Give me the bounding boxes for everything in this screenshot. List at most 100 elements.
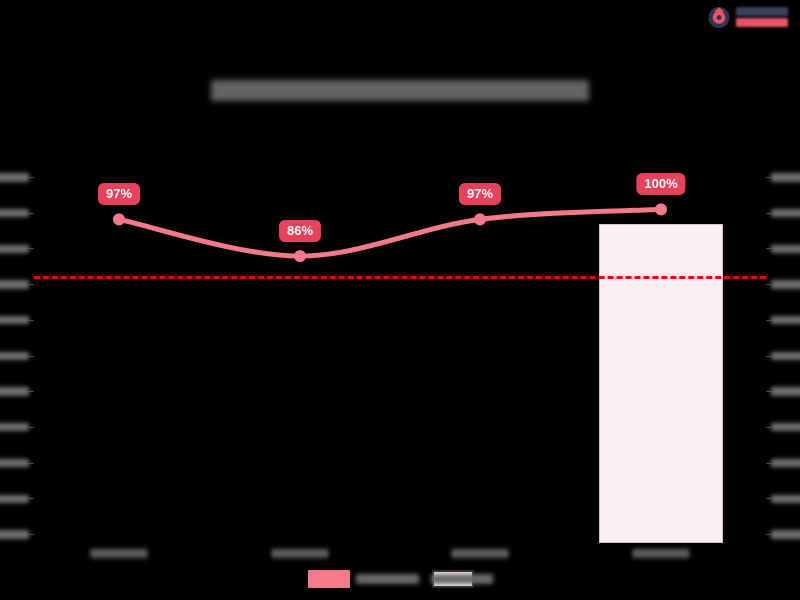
y-axis-right-tick-text: REDACTED bbox=[771, 422, 800, 432]
y-axis-right-tick-label: REDACTED bbox=[771, 207, 800, 220]
y-axis-left: REDACTED REDACTED REDACTED REDACTED REDACTED… bbox=[0, 173, 34, 543]
data-label: 97% bbox=[458, 183, 502, 206]
y-axis-right-tickmark bbox=[766, 319, 771, 321]
y-axis-right-tick-label: REDACTED bbox=[771, 314, 800, 327]
y-axis-left-tickmark bbox=[29, 391, 34, 393]
y-axis-left-tick-text: REDACTED bbox=[0, 208, 29, 218]
line-series-layer bbox=[113, 203, 667, 263]
y-axis-right-tick-label: REDACTED bbox=[771, 171, 800, 184]
y-axis-left-tickmark bbox=[29, 534, 34, 535]
y-axis-left-tick-text: REDACTED bbox=[0, 422, 29, 432]
y-axis-left-tickmark bbox=[29, 177, 34, 178]
y-axis-right-tick-text: REDACTED bbox=[771, 208, 800, 218]
data-label: 100% bbox=[636, 173, 686, 196]
y-axis-right-tick-label: REDACTED bbox=[771, 278, 800, 291]
y-axis-right-tick-text: REDACTED bbox=[771, 351, 800, 361]
y-axis-left-tick-text: REDACTED bbox=[0, 280, 29, 290]
brand-logo[interactable] bbox=[706, 3, 794, 31]
y-axis-right-tickmark bbox=[766, 534, 771, 535]
chart-title-text: Redacted chart title blurred in screensh… bbox=[211, 78, 589, 104]
legend-item[interactable]: REDACTED bbox=[307, 570, 419, 588]
y-axis-left-tick-text: REDACTED bbox=[0, 173, 29, 183]
y-axis-right-tickmark bbox=[766, 391, 771, 393]
y-axis-left-tick-label: REDACTED bbox=[0, 314, 29, 327]
chart-legend: REDACTED REDACTED bbox=[0, 570, 800, 588]
y-axis-left-tick-text: REDACTED bbox=[0, 458, 29, 468]
y-axis-right-tickmark bbox=[766, 177, 771, 178]
data-label: 86% bbox=[278, 220, 322, 243]
y-axis-right-tick-label: REDACTED bbox=[771, 242, 800, 255]
line-point-marker[interactable] bbox=[113, 213, 125, 226]
y-axis-left-tick-label: REDACTED bbox=[0, 171, 29, 184]
y-axis-left-tick-text: REDACTED bbox=[0, 387, 29, 397]
y-axis-left-tick-label: REDACTED bbox=[0, 492, 29, 505]
y-axis-left-tickmark bbox=[29, 319, 34, 321]
y-axis-right-tick-text: REDACTED bbox=[771, 173, 800, 183]
logo-wordmark bbox=[736, 7, 788, 27]
y-axis-left-tick-text: REDACTED bbox=[0, 530, 29, 540]
y-axis-right-tick-label: REDACTED bbox=[771, 350, 800, 363]
y-axis-left-tickmark bbox=[29, 248, 34, 250]
legend-label: REDACTED bbox=[355, 573, 419, 585]
line-point-marker[interactable] bbox=[655, 203, 667, 216]
line-path bbox=[116, 206, 664, 259]
x-axis: REDACTED REDACTED REDACTED REDACTED bbox=[34, 545, 766, 569]
legend-label: REDACTED bbox=[430, 573, 493, 585]
x-axis-tick-label: REDACTED bbox=[451, 545, 509, 563]
y-axis-right-tick-text: REDACTED bbox=[771, 244, 800, 254]
x-axis-tick-text: REDACTED bbox=[632, 549, 690, 560]
y-axis-right-tickmark bbox=[766, 462, 771, 464]
plot-area: 97% 86% 97% 100% bbox=[34, 173, 766, 543]
chart-title: Redacted chart title blurred in screensh… bbox=[0, 78, 800, 104]
logo-wordmark-line-1 bbox=[736, 7, 788, 16]
y-axis-left-tickmark bbox=[29, 462, 34, 464]
y-axis-right-tick-label: REDACTED bbox=[771, 421, 800, 434]
y-axis-right-tickmark bbox=[766, 426, 771, 428]
y-axis-right-tickmark bbox=[766, 355, 771, 357]
y-axis-right-tick-label: REDACTED bbox=[771, 385, 800, 398]
x-axis-tick-text: REDACTED bbox=[451, 549, 509, 560]
line-point-marker[interactable] bbox=[294, 250, 306, 263]
y-axis-left-tickmark bbox=[29, 498, 34, 500]
y-axis-right-tickmark bbox=[766, 212, 771, 214]
y-axis-left-tick-label: REDACTED bbox=[0, 278, 29, 291]
y-axis-left-tick-text: REDACTED bbox=[0, 351, 29, 361]
y-axis-right-tick-label: REDACTED bbox=[771, 528, 800, 541]
reference-line bbox=[34, 276, 766, 280]
x-axis-tick-label: REDACTED bbox=[632, 545, 690, 563]
data-label: 97% bbox=[97, 183, 141, 206]
y-axis-left-tick-text: REDACTED bbox=[0, 494, 29, 504]
x-axis-tick-label: REDACTED bbox=[271, 545, 329, 563]
logo-circle-icon bbox=[706, 4, 732, 30]
y-axis-left-tick-label: REDACTED bbox=[0, 385, 29, 398]
y-axis-left-tick-label: REDACTED bbox=[0, 242, 29, 255]
y-axis-right-tickmark bbox=[766, 498, 771, 500]
y-axis-left-tickmark bbox=[29, 355, 34, 357]
y-axis-right-tick-text: REDACTED bbox=[771, 387, 800, 397]
y-axis-right-tick-text: REDACTED bbox=[771, 458, 800, 468]
y-axis-right-tick-label: REDACTED bbox=[771, 457, 800, 470]
y-axis-left-tick-label: REDACTED bbox=[0, 528, 29, 541]
y-axis-right-tickmark bbox=[766, 248, 771, 250]
y-axis-left-tickmark bbox=[29, 284, 34, 286]
y-axis-left-tick-label: REDACTED bbox=[0, 350, 29, 363]
x-axis-tick-label: REDACTED bbox=[90, 545, 148, 563]
y-axis-left-tick-text: REDACTED bbox=[0, 315, 29, 325]
y-axis-left-tickmark bbox=[29, 426, 34, 428]
x-axis-tick-text: REDACTED bbox=[90, 549, 148, 560]
line-point-marker[interactable] bbox=[474, 213, 486, 226]
y-axis-left-tickmark bbox=[29, 212, 34, 214]
y-axis-left-tick-label: REDACTED bbox=[0, 457, 29, 470]
y-axis-right-tick-label: REDACTED bbox=[771, 492, 800, 505]
y-axis-right-tick-text: REDACTED bbox=[771, 315, 800, 325]
x-axis-tick-text: REDACTED bbox=[271, 549, 329, 560]
y-axis-right-tickmark bbox=[766, 284, 771, 286]
legend-item[interactable]: REDACTED bbox=[430, 570, 493, 588]
y-axis-right: REDACTED REDACTED REDACTED REDACTED REDACTED… bbox=[766, 173, 800, 543]
y-axis-left-tick-label: REDACTED bbox=[0, 207, 29, 220]
y-axis-right-tick-text: REDACTED bbox=[771, 530, 800, 540]
y-axis-right-tick-text: REDACTED bbox=[771, 494, 800, 504]
y-axis-left-tick-label: REDACTED bbox=[0, 421, 29, 434]
y-axis-right-tick-text: REDACTED bbox=[771, 280, 800, 290]
